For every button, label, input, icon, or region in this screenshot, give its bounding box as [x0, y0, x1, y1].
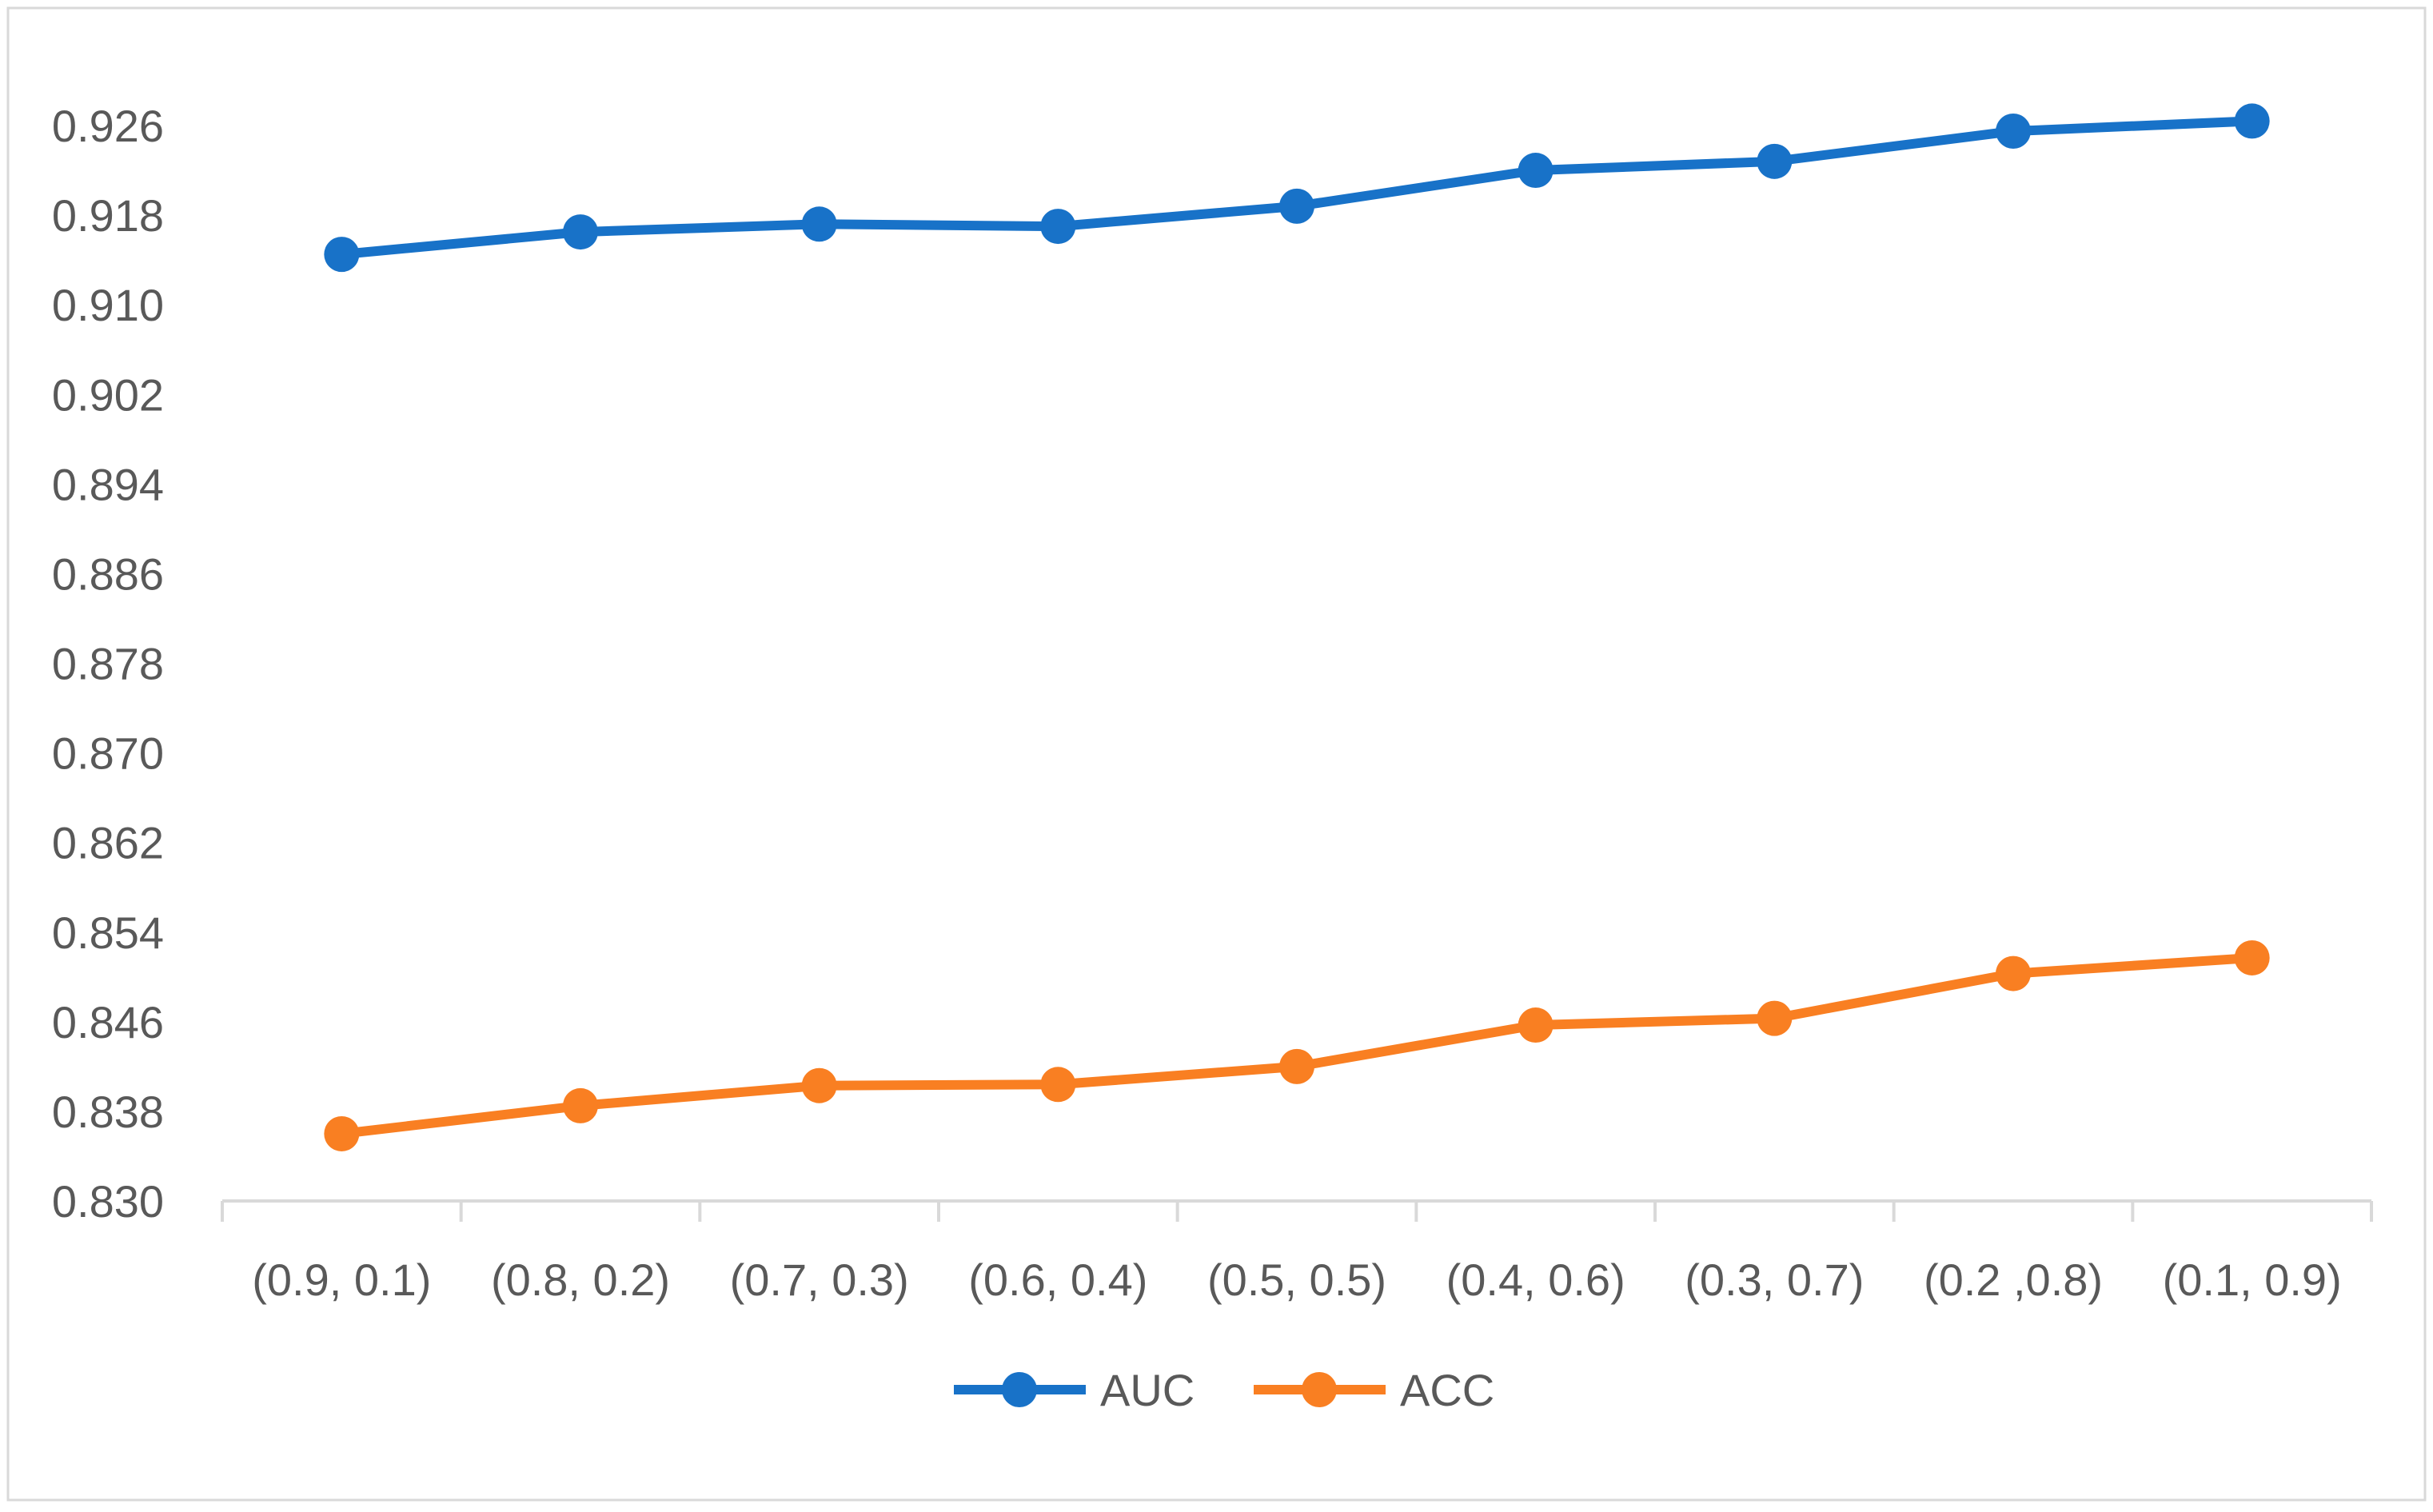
data-point [1040, 1067, 1076, 1103]
x-tick-label: (0.6, 0.4) [968, 1255, 1147, 1305]
data-point [1757, 143, 1793, 179]
y-tick-label: 0.902 [52, 369, 164, 420]
data-point [1996, 955, 2031, 991]
data-point [801, 1067, 837, 1103]
series-auc [324, 103, 2270, 273]
legend: AUC ACC [954, 1365, 1494, 1415]
series-acc [324, 940, 2270, 1151]
x-tick-label: (0.1, 0.9) [2163, 1255, 2342, 1305]
x-axis: (0.9, 0.1) (0.8, 0.2) (0.7, 0.3) (0.6, 0.4)… [221, 1199, 2373, 1305]
x-tick-label: (0.4, 0.6) [1446, 1255, 1625, 1305]
data-point [563, 1087, 598, 1123]
x-tick-label: (0.5, 0.5) [1207, 1255, 1386, 1305]
data-point [2234, 940, 2270, 975]
data-point [563, 214, 598, 250]
x-tick-label: (0.8, 0.2) [491, 1255, 670, 1305]
x-tick-label: (0.7, 0.3) [730, 1255, 909, 1305]
y-tick-label: 0.926 [52, 101, 164, 151]
data-point [1279, 1048, 1314, 1084]
y-tick-label: 0.918 [52, 190, 164, 241]
legend-label: ACC [1400, 1365, 1494, 1415]
y-tick-label: 0.838 [52, 1087, 164, 1137]
y-tick-label: 0.862 [52, 818, 164, 868]
legend-swatch-marker [1302, 1372, 1337, 1407]
y-tick-label: 0.910 [52, 280, 164, 330]
data-point [801, 206, 837, 242]
x-tick-label: (0.3, 0.7) [1685, 1255, 1864, 1305]
data-point [1996, 114, 2031, 150]
data-point [1040, 209, 1076, 245]
legend-item: AUC [954, 1365, 1195, 1415]
chart-border [6, 6, 2427, 1502]
y-tick-label: 0.854 [52, 908, 164, 958]
data-point [1518, 1007, 1554, 1043]
y-tick-label: 0.878 [52, 639, 164, 689]
data-point [324, 1115, 360, 1151]
legend-label: AUC [1100, 1365, 1195, 1415]
y-tick-label: 0.886 [52, 549, 164, 599]
y-tick-label: 0.870 [52, 728, 164, 779]
x-tick-label: (0.2 ,0.8) [1924, 1255, 2103, 1305]
y-axis-tick-labels: 0.830 0.838 0.846 0.854 0.862 0.870 0.878 0.886… [52, 101, 164, 1227]
data-point [1518, 153, 1554, 189]
y-tick-label: 0.846 [52, 997, 164, 1047]
legend-swatch-marker [1002, 1372, 1037, 1407]
x-tick-label: (0.9, 0.1) [252, 1255, 431, 1305]
y-tick-label: 0.894 [52, 459, 164, 509]
data-point [1279, 188, 1314, 224]
series-layer [324, 103, 2270, 1151]
legend-item: ACC [1254, 1365, 1494, 1415]
data-point [1757, 1000, 1793, 1036]
y-tick-label: 0.830 [52, 1176, 164, 1227]
data-point [2234, 103, 2270, 139]
data-point [324, 237, 360, 273]
